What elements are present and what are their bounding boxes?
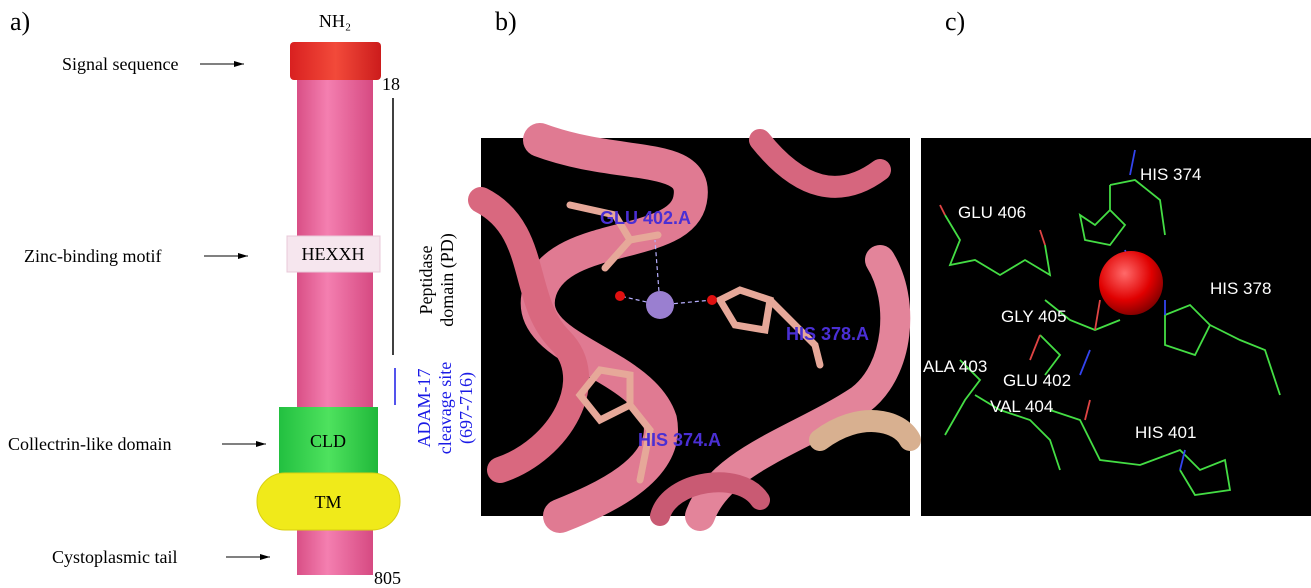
zinc-label: Zinc-binding motif [24,246,161,266]
adam-label: ADAM-17 [414,369,434,448]
zinc-ion [1099,251,1163,315]
signal-domain [290,42,381,80]
tm-label: TM [315,492,342,512]
panel-label: b) [495,7,517,36]
water [615,291,625,301]
zinc-ion [646,291,674,319]
residue-label: VAL 404 [990,397,1053,416]
residue-label: HIS 374.A [638,430,721,450]
signal-label: Signal sequence [62,54,178,74]
start-residue: 18 [382,74,400,94]
adam-label: cleavage site [435,362,455,454]
figure: a) NH₂ HEXXH CLD TM 18 805 Peptidase dom… [0,0,1311,588]
residue-label: HIS 374 [1140,165,1201,184]
water [707,295,717,305]
pd-label: Peptidase [416,246,436,315]
residue-label: GLU 406 [958,203,1026,222]
tail-label: Cystoplasmic tail [52,547,178,567]
residue-label: HIS 401 [1135,423,1196,442]
panel-label: a) [10,7,30,36]
structure-view [921,138,1311,516]
residue-label: GLY 405 [1001,307,1067,326]
motif-label: HEXXH [302,244,365,264]
adam-label: (697-716) [456,372,477,444]
n-terminus: NH₂ [319,11,351,31]
collectrin-label: Collectrin-like domain [8,434,171,454]
residue-label: GLU 402 [1003,371,1071,390]
residue-label: GLU 402.A [600,208,691,228]
residue-label: HIS 378.A [786,324,869,344]
panel-label: c) [945,7,965,36]
pd-label: domain (PD) [437,233,458,327]
residue-label: ALA 403 [923,357,987,376]
cld-label: CLD [310,431,346,451]
residue-label: HIS 378 [1210,279,1271,298]
end-residue: 805 [374,568,401,588]
